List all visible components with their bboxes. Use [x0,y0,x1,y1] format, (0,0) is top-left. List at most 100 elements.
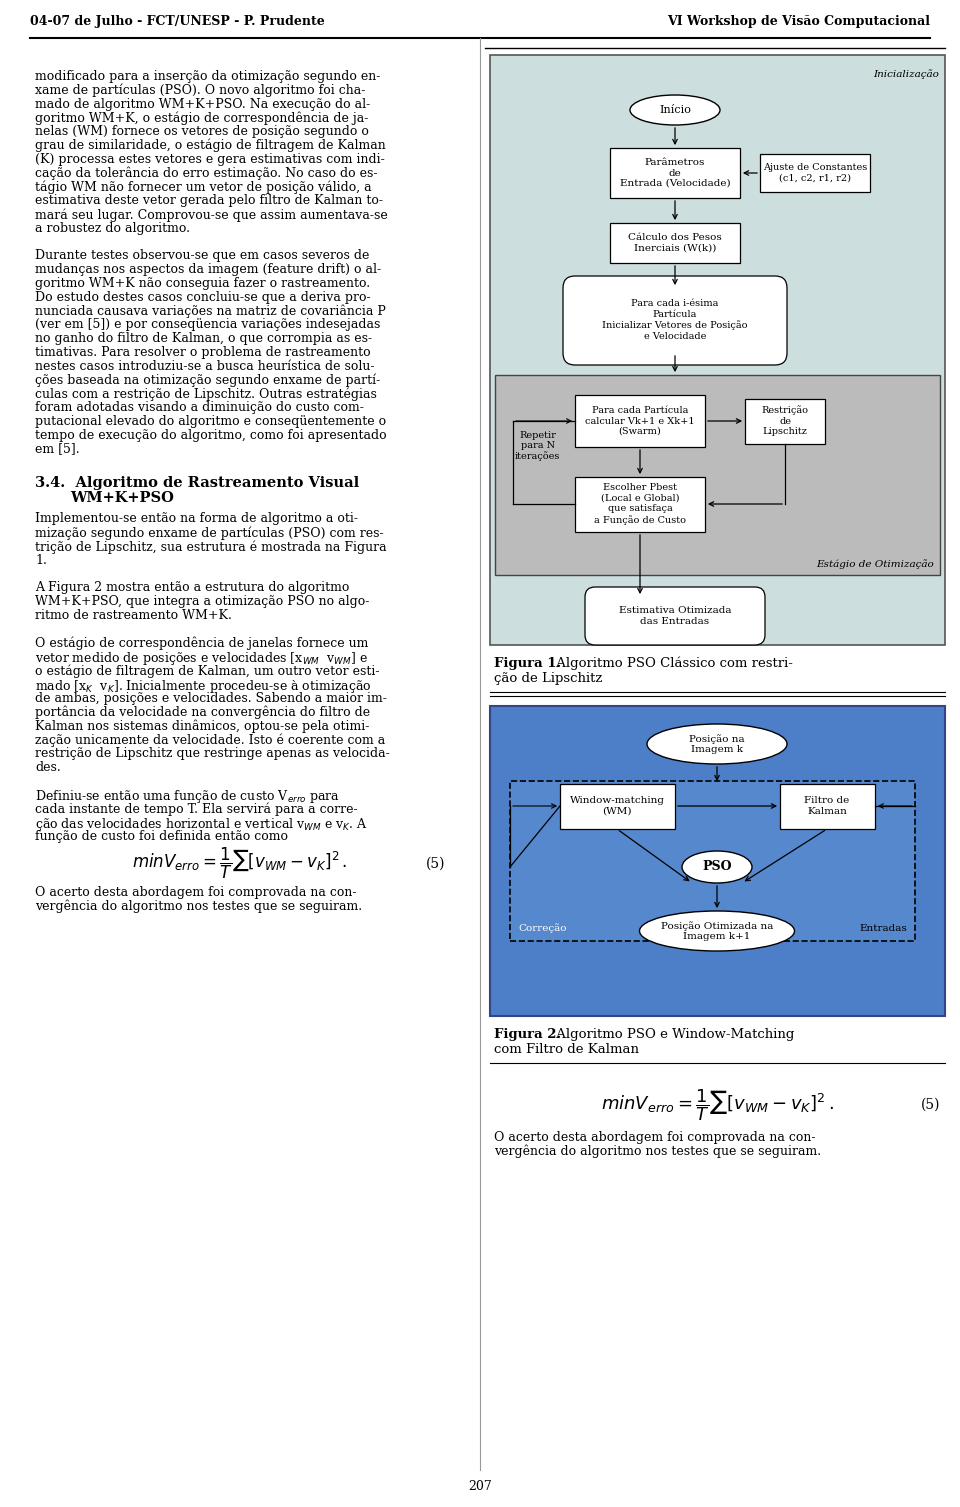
Text: Correção: Correção [518,924,566,933]
Text: $minV_{erro} = \dfrac{1}{T}\sum[v_{WM} - v_K]^2\,.$: $minV_{erro} = \dfrac{1}{T}\sum[v_{WM} -… [132,845,348,882]
FancyBboxPatch shape [585,588,765,645]
Text: Inicialização: Inicialização [874,69,939,78]
Text: Estimativa Otimizada
das Entradas: Estimativa Otimizada das Entradas [619,606,732,625]
Text: A Figura 2 mostra então a estrutura do algoritmo: A Figura 2 mostra então a estrutura do a… [35,582,349,594]
Ellipse shape [630,95,720,125]
FancyBboxPatch shape [780,784,875,829]
Text: Início: Início [660,105,691,115]
Text: Entradas: Entradas [859,924,907,933]
Text: PSO: PSO [703,860,732,874]
Text: WM+K+PSO, que integra a otimização PSO no algo-: WM+K+PSO, que integra a otimização PSO n… [35,595,370,609]
Text: Definiu-se então uma função de custo V$_{erro}$ para: Definiu-se então uma função de custo V$_… [35,788,340,805]
FancyBboxPatch shape [575,395,705,448]
Text: restrição de Lipschitz que restringe apenas as velocida-: restrição de Lipschitz que restringe ape… [35,747,390,760]
FancyBboxPatch shape [490,54,945,645]
Text: Figura 2.: Figura 2. [494,1028,562,1041]
Text: timativas. Para resolver o problema de rastreamento: timativas. Para resolver o problema de r… [35,347,371,359]
Text: 207: 207 [468,1480,492,1493]
Text: portância da velocidade na convergência do filtro de: portância da velocidade na convergência … [35,705,371,719]
Text: 1.: 1. [35,553,47,567]
Text: Restrição
de
Lipschitz: Restrição de Lipschitz [761,405,808,437]
Text: O acerto desta abordagem foi comprovada na con-: O acerto desta abordagem foi comprovada … [35,886,356,898]
FancyBboxPatch shape [575,478,705,532]
Text: (5): (5) [921,1099,940,1112]
Text: Cálculo dos Pesos
Inerciais (W(k)): Cálculo dos Pesos Inerciais (W(k)) [628,234,722,253]
Text: Durante testes observou-se que em casos severos de: Durante testes observou-se que em casos … [35,249,370,262]
Text: (K) processa estes vetores e gera estimativas com indi-: (K) processa estes vetores e gera estima… [35,152,385,166]
FancyBboxPatch shape [490,705,945,1016]
Text: de ambas, posições e velocidades. Sabendo a maior im-: de ambas, posições e velocidades. Sabend… [35,692,387,705]
Text: mudanças nos aspectos da imagem (feature drift) o al-: mudanças nos aspectos da imagem (feature… [35,264,381,276]
Text: Algoritmo PSO Clássico com restri-: Algoritmo PSO Clássico com restri- [552,657,793,671]
Text: a robustez do algoritmo.: a robustez do algoritmo. [35,222,190,235]
Text: com Filtro de Kalman: com Filtro de Kalman [494,1043,639,1056]
Text: modificado para a inserção da otimização segundo en-: modificado para a inserção da otimização… [35,69,380,83]
Text: vetor medido de posições e velocidades [x$_{WM}$  v$_{WM}$] e: vetor medido de posições e velocidades [… [35,651,368,668]
Text: mará seu lugar. Comprovou-se que assim aumentava-se: mará seu lugar. Comprovou-se que assim a… [35,208,388,222]
FancyBboxPatch shape [510,781,915,940]
Text: função de custo foi definida então como: função de custo foi definida então como [35,830,288,842]
Text: O acerto desta abordagem foi comprovada na con-: O acerto desta abordagem foi comprovada … [494,1130,815,1144]
Text: mado de algoritmo WM+K+PSO. Na execução do al-: mado de algoritmo WM+K+PSO. Na execução … [35,98,371,110]
Text: xame de partículas (PSO). O novo algoritmo foi cha-: xame de partículas (PSO). O novo algorit… [35,84,366,98]
Text: (ver em [5]) e por conseqüencia variações indesejadas: (ver em [5]) e por conseqüencia variaçõe… [35,318,380,332]
Text: cação da tolerância do erro estimação. No caso do es-: cação da tolerância do erro estimação. N… [35,167,377,181]
Text: Posição na
Imagem k: Posição na Imagem k [689,734,745,754]
Ellipse shape [682,851,752,883]
Text: o estágio de filtragem de Kalman, um outro vetor esti-: o estágio de filtragem de Kalman, um out… [35,665,379,678]
Text: Para cada i-ésima
Partícula
Inicializar Vetores de Posição
e Velocidade: Para cada i-ésima Partícula Inicializar … [602,300,748,341]
Text: Implementou-se então na forma de algoritmo a oti-: Implementou-se então na forma de algorit… [35,512,358,526]
Text: $minV_{erro} = \dfrac{1}{T}\sum[v_{WM} - v_K]^2\,.$: $minV_{erro} = \dfrac{1}{T}\sum[v_{WM} -… [601,1087,833,1123]
FancyBboxPatch shape [610,148,740,197]
Text: Escolher Pbest
(Local e Global)
que satisfaça
a Função de Custo: Escolher Pbest (Local e Global) que sati… [594,484,686,524]
Text: Window-matching
(WM): Window-matching (WM) [569,796,664,815]
Text: goritmo WM+K, o estágio de correspondência de ja-: goritmo WM+K, o estágio de correspondênc… [35,112,369,125]
Text: ritmo de rastreamento WM+K.: ritmo de rastreamento WM+K. [35,609,232,622]
Text: trição de Lipschitz, sua estrutura é mostrada na Figura: trição de Lipschitz, sua estrutura é mos… [35,540,387,553]
FancyBboxPatch shape [610,223,740,264]
Text: Algoritmo PSO e Window-Matching: Algoritmo PSO e Window-Matching [552,1028,794,1041]
Text: 3.4.  Algoritmo de Rastreamento Visual: 3.4. Algoritmo de Rastreamento Visual [35,476,359,490]
Text: goritmo WM+K não conseguia fazer o rastreamento.: goritmo WM+K não conseguia fazer o rastr… [35,277,371,289]
Ellipse shape [639,912,795,951]
Text: ção de Lipschitz: ção de Lipschitz [494,672,602,686]
Text: Estágio de Otimização: Estágio de Otimização [816,559,934,570]
Text: nestes casos introduziu-se a busca heurística de solu-: nestes casos introduziu-se a busca heurí… [35,360,374,372]
Text: des.: des. [35,761,60,773]
Text: vergência do algoritmo nos testes que se seguiram.: vergência do algoritmo nos testes que se… [35,900,362,913]
Text: Parâmetros
de
Entrada (Velocidade): Parâmetros de Entrada (Velocidade) [620,158,731,188]
Text: culas com a restrição de Lipschitz. Outras estratégias: culas com a restrição de Lipschitz. Outr… [35,387,377,401]
Text: foram adotadas visando a diminuição do custo com-: foram adotadas visando a diminuição do c… [35,401,364,414]
Text: no ganho do filtro de Kalman, o que corrompia as es-: no ganho do filtro de Kalman, o que corr… [35,332,372,345]
Text: vergência do algoritmo nos testes que se seguiram.: vergência do algoritmo nos testes que se… [494,1145,821,1159]
Text: mado [x$_K$  v$_K$]. Inicialmente procedeu-se à otimização: mado [x$_K$ v$_K$]. Inicialmente procede… [35,678,372,695]
Text: zação unicamente da velocidade. Isto é coerente com a: zação unicamente da velocidade. Isto é c… [35,734,385,746]
Text: em [5].: em [5]. [35,443,80,455]
Text: estimativa deste vetor gerada pelo filtro de Kalman to-: estimativa deste vetor gerada pelo filtr… [35,194,383,206]
Text: cada instante de tempo T. Ela servirá para a corre-: cada instante de tempo T. Ela servirá pa… [35,802,358,815]
FancyBboxPatch shape [563,276,787,365]
Text: putacional elevado do algoritmo e conseqüentemente o: putacional elevado do algoritmo e conseq… [35,414,386,428]
Text: Repetir
para N
iterações: Repetir para N iterações [515,431,561,461]
FancyBboxPatch shape [760,154,870,191]
Text: ção das velocidades horizontal e vertical v$_{WM}$ e v$_K$. A: ção das velocidades horizontal e vertica… [35,815,368,833]
FancyBboxPatch shape [745,399,825,445]
Text: Figura 1.: Figura 1. [494,657,562,671]
Ellipse shape [647,723,787,764]
Text: Filtro de
Kalman: Filtro de Kalman [804,796,850,815]
Text: Kalman nos sistemas dinâmicos, optou-se pela otimi-: Kalman nos sistemas dinâmicos, optou-se … [35,719,370,732]
Text: Para cada Partícula
calcular Vk+1 e Xk+1
(Swarm): Para cada Partícula calcular Vk+1 e Xk+1… [586,405,695,436]
FancyBboxPatch shape [495,375,940,576]
Text: mização segundo enxame de partículas (PSO) com res-: mização segundo enxame de partículas (PS… [35,526,384,540]
Text: nelas (WM) fornece os vetores de posição segundo o: nelas (WM) fornece os vetores de posição… [35,125,369,139]
Text: tágio WM não fornecer um vetor de posição válido, a: tágio WM não fornecer um vetor de posiçã… [35,181,372,194]
Text: 04-07 de Julho - FCT/UNESP - P. Prudente: 04-07 de Julho - FCT/UNESP - P. Prudente [30,15,324,29]
Text: Posição Otimizada na
Imagem k+1: Posição Otimizada na Imagem k+1 [660,921,773,940]
Text: (5): (5) [425,856,445,871]
Text: nunciada causava variações na matriz de covariância P: nunciada causava variações na matriz de … [35,304,386,318]
Text: Do estudo destes casos concluiu-se que a deriva pro-: Do estudo destes casos concluiu-se que a… [35,291,371,304]
Text: VI Workshop de Visão Computacional: VI Workshop de Visão Computacional [667,15,930,29]
Text: WM+K+PSO: WM+K+PSO [70,491,174,505]
Text: Ajuste de Constantes
(c1, c2, r1, r2): Ajuste de Constantes (c1, c2, r1, r2) [763,163,867,182]
FancyBboxPatch shape [560,784,675,829]
